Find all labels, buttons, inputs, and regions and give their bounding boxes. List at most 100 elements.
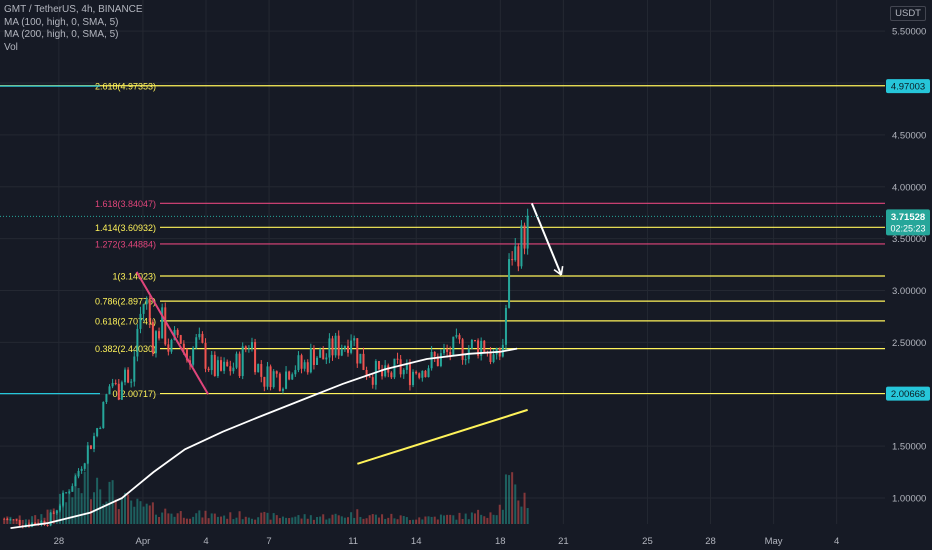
fib-level-label: 0.618(2.70741)	[95, 316, 156, 326]
indicator-ma100[interactable]: MA (100, high, 0, SMA, 5)	[4, 16, 119, 28]
time-axis: 28 Apr 4 7 11 14 18 21 25 28 May 4	[0, 530, 932, 550]
candle-body	[473, 339, 476, 341]
volume-bar	[158, 516, 161, 524]
volume-bar	[247, 517, 250, 524]
volume-bar	[436, 519, 439, 524]
volume-bar	[272, 513, 275, 524]
volume-bar	[526, 508, 529, 524]
candle-body	[340, 348, 343, 356]
candle-body	[96, 428, 99, 437]
candle-body	[117, 383, 120, 400]
candle-body	[269, 366, 272, 388]
volume-bar	[415, 519, 418, 524]
volume-bar	[483, 516, 486, 524]
candle-body	[390, 372, 393, 378]
fib-level-label: 1.272(3.44884)	[95, 239, 156, 249]
candle-body	[377, 361, 380, 370]
symbol-title[interactable]: GMT / TetherUS, 4h, BINANCE	[4, 4, 143, 15]
candle-body	[58, 505, 61, 511]
candle-body	[278, 373, 281, 391]
currency-selector[interactable]: USDT	[890, 6, 926, 21]
arrow-head	[553, 268, 562, 276]
volume-bar	[105, 501, 108, 524]
time-tick-label: 25	[642, 536, 653, 547]
yellow-trendline	[357, 408, 528, 465]
price-tick-label: 1.00000	[892, 494, 926, 505]
volume-bar	[439, 514, 442, 524]
candle-body	[111, 382, 114, 387]
candle-body	[365, 369, 368, 377]
volume-bar	[275, 515, 278, 524]
candle-body	[74, 476, 77, 487]
candle-body	[71, 486, 74, 492]
candle-body	[356, 338, 359, 364]
volume-bar	[412, 519, 415, 524]
candle-body	[139, 313, 142, 329]
candle-body	[384, 365, 387, 377]
volume-bar	[120, 497, 123, 524]
volume-bar	[136, 498, 139, 524]
candle-body	[443, 349, 446, 354]
volume-bar	[328, 518, 331, 524]
candle-body	[306, 362, 309, 373]
volume-bar	[68, 489, 71, 524]
candle-body	[93, 436, 96, 449]
volume-bar	[427, 516, 430, 524]
candle-body	[449, 351, 452, 356]
fib-level-label: 2.618(4.97353)	[95, 81, 156, 91]
volume-bar	[250, 518, 253, 524]
volume-bar	[325, 519, 328, 524]
volume-bar	[458, 512, 461, 524]
candle-body	[257, 364, 260, 373]
volume-bar	[480, 514, 483, 524]
candle-body	[322, 349, 325, 360]
volume-bar	[312, 519, 315, 524]
volume-bar	[139, 501, 142, 524]
volume-bar	[77, 488, 80, 524]
candle-body	[415, 371, 418, 374]
candle-body	[167, 344, 170, 352]
volume-bar	[161, 512, 164, 524]
indicator-ma200[interactable]: MA (200, high, 0, SMA, 5)	[4, 29, 119, 40]
candle-body	[223, 361, 226, 371]
volume-bar	[353, 517, 356, 524]
candle-body	[430, 351, 433, 369]
candle-body	[198, 333, 201, 338]
candle-body	[68, 491, 71, 493]
candle-body	[412, 371, 415, 386]
volume-bar	[362, 518, 365, 524]
candle-body	[353, 338, 356, 341]
volume-bar	[331, 514, 334, 524]
volume-bar	[508, 475, 511, 524]
candle-body	[458, 335, 461, 340]
indicator-volume[interactable]: Vol	[4, 41, 18, 53]
candle-body	[285, 371, 288, 389]
candle-body	[446, 349, 449, 352]
volume-bar	[390, 513, 393, 524]
candle-body	[337, 335, 340, 356]
candle-body	[235, 353, 238, 368]
volume-bar	[93, 492, 96, 524]
candle-body	[145, 299, 148, 305]
candle-body	[288, 371, 291, 380]
candle-body	[461, 339, 464, 360]
chart-legend: GMT / TetherUS, 4h, BINANCE MA (100, hig…	[4, 4, 143, 54]
volume-bar	[520, 506, 523, 524]
volume-bar	[195, 513, 198, 524]
volume-bar	[266, 512, 269, 524]
candle-body	[371, 377, 374, 385]
candle-body	[34, 522, 37, 525]
fib-level-label: 0.786(2.89776)	[95, 297, 156, 307]
volume-bar	[356, 509, 359, 524]
candle-body	[195, 337, 198, 348]
candle-body	[418, 373, 421, 378]
candle-body	[517, 246, 520, 267]
candle-body	[312, 348, 315, 365]
candle-body	[470, 339, 473, 349]
candle-body	[520, 225, 523, 267]
fib-level-label: 1.414(3.60932)	[95, 223, 156, 233]
volume-bar	[387, 517, 390, 524]
candle-body	[12, 519, 15, 521]
candle-body	[207, 368, 210, 371]
